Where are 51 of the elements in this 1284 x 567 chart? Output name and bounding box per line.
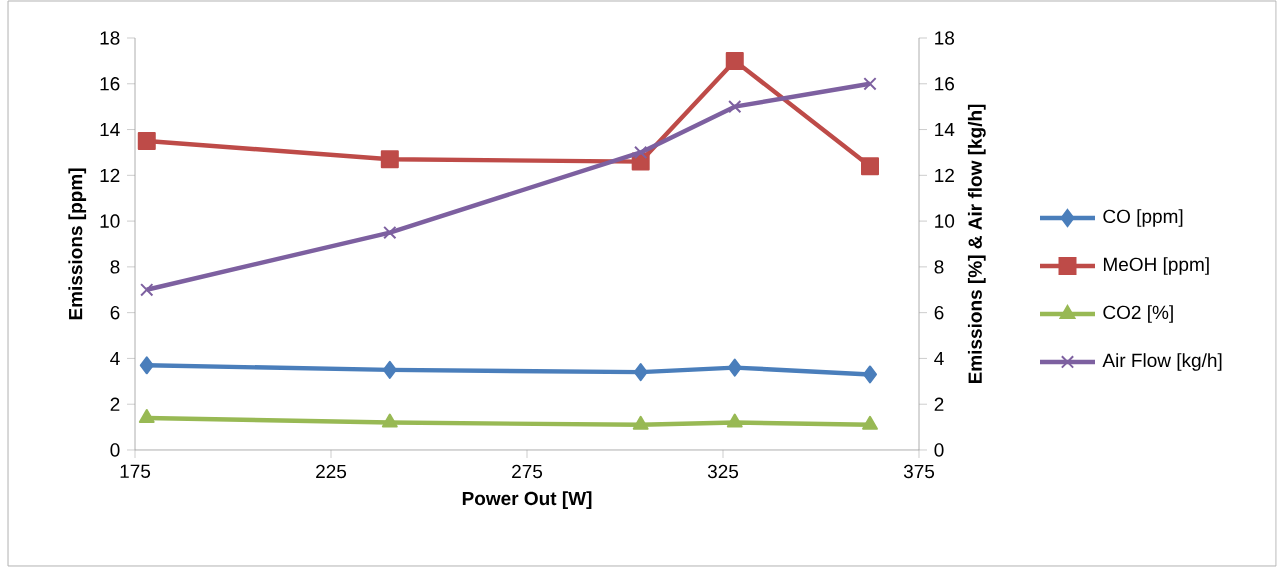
y-tick-label: 18 (100, 31, 120, 45)
y-tick-label: 10 (100, 214, 120, 228)
y-axis-title: Emissions [ppm] (68, 168, 87, 320)
y2-tick-label: 14 (935, 123, 955, 137)
point (381, 413, 398, 428)
y2-tick-label: 0 (934, 443, 944, 457)
y-tick-label: 16 (100, 77, 120, 91)
point (863, 77, 877, 91)
x-tick-label: 275 (512, 464, 543, 479)
y-tick-label: 0 (110, 443, 120, 457)
point (726, 413, 743, 428)
x-tick-label: 375 (903, 464, 935, 479)
legend-label: MeOH [ppm] (1103, 257, 1209, 275)
y-tick-label: 2 (110, 397, 120, 411)
y2-tick-label: 18 (935, 31, 955, 45)
x-tick-label: 225 (316, 464, 347, 479)
point (632, 415, 649, 430)
point (863, 365, 877, 384)
y-tick-label: 14 (100, 123, 120, 137)
x-axis-title: Power Out [W] (462, 491, 592, 509)
point (861, 157, 879, 176)
y2-tick-label: 10 (935, 214, 955, 228)
point (728, 100, 742, 114)
point (382, 360, 397, 379)
point (725, 51, 744, 70)
legend-label: CO [ppm] (1103, 209, 1183, 227)
point (137, 131, 156, 150)
legend-label: CO2 [%] (1103, 305, 1173, 323)
point (862, 415, 878, 430)
point (139, 356, 154, 375)
point (138, 408, 155, 423)
point (140, 283, 154, 297)
point (727, 358, 742, 377)
x-tick-label: 175 (120, 464, 151, 478)
y-tick-label: 8 (110, 260, 120, 274)
y-tick-label: 6 (110, 305, 120, 320)
point (633, 363, 648, 382)
x-tick-label: 325 (707, 464, 739, 479)
y2-axis-title: Emissions [%] & Air flow [kg/h] (967, 104, 986, 384)
legend-label: Air Flow [kg/h] (1102, 353, 1222, 371)
y-tick-label: 4 (110, 351, 120, 365)
point (634, 145, 648, 160)
y2-tick-label: 12 (935, 168, 954, 182)
y2-tick-label: 6 (934, 305, 944, 320)
y2-tick-label: 16 (935, 77, 955, 91)
point (380, 150, 399, 169)
point (383, 225, 397, 240)
y2-tick-label: 8 (934, 260, 944, 274)
y2-tick-label: 2 (934, 397, 944, 411)
y2-tick-label: 4 (934, 351, 944, 365)
y-tick-label: 12 (100, 168, 120, 182)
